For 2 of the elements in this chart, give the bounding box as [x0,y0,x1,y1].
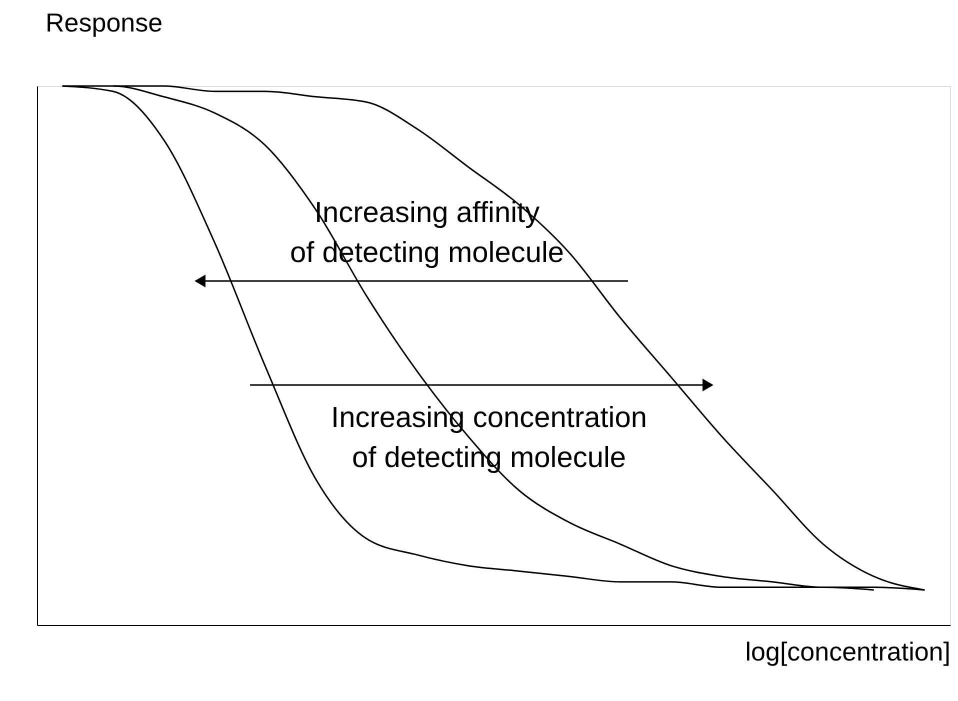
y-axis-title: Response [46,8,163,38]
x-axis-title: log[concentration] [745,636,950,666]
